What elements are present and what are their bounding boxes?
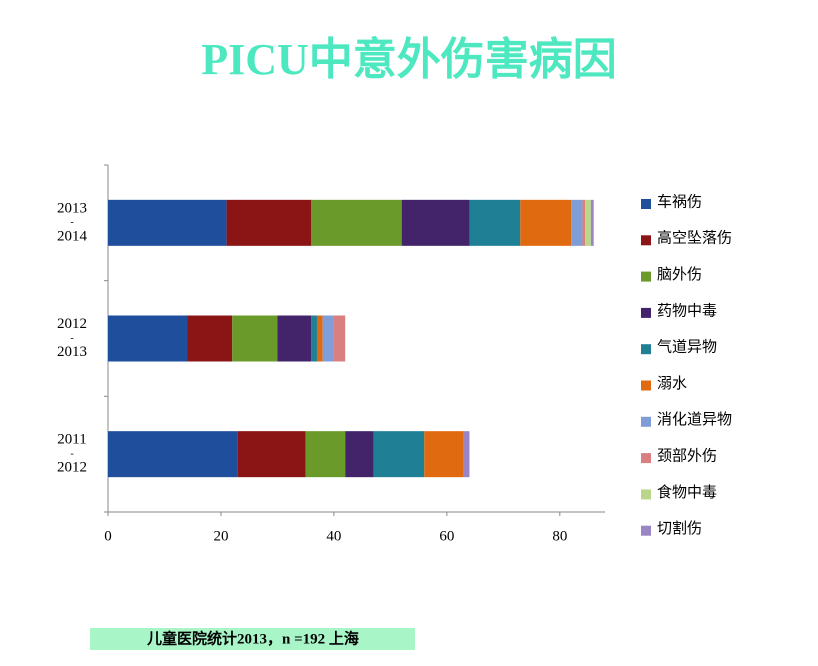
bar-segment bbox=[316, 315, 323, 362]
bar-segment bbox=[345, 431, 374, 478]
bar-segment bbox=[469, 199, 521, 246]
bar-segment bbox=[582, 199, 586, 246]
y-tick-label: 2012 bbox=[57, 460, 87, 476]
legend-label: 脑外伤 bbox=[657, 266, 702, 283]
bar-segment bbox=[226, 199, 312, 246]
legend-swatch bbox=[641, 525, 651, 536]
legend-label: 高空坠落伤 bbox=[657, 230, 732, 247]
y-tick-label: 2012 bbox=[57, 316, 87, 332]
bar-segment bbox=[590, 199, 594, 246]
y-tick-label: 2013 bbox=[57, 344, 87, 360]
legend-swatch bbox=[641, 235, 651, 246]
legend-swatch bbox=[641, 489, 651, 500]
bar-segment bbox=[333, 315, 346, 362]
bar-segment bbox=[187, 315, 233, 362]
bar-segment bbox=[373, 431, 425, 478]
legend-swatch bbox=[641, 344, 651, 355]
legend-label: 溺水 bbox=[657, 375, 687, 392]
bar-segment bbox=[311, 199, 402, 246]
bar-segment bbox=[232, 315, 278, 362]
bar-segment bbox=[108, 199, 227, 246]
bar-segment bbox=[520, 199, 572, 246]
bar-segment bbox=[305, 431, 346, 478]
bar-segment bbox=[237, 431, 306, 478]
legend-swatch bbox=[641, 307, 651, 318]
legend-swatch bbox=[641, 416, 651, 427]
legend-swatch bbox=[641, 271, 651, 282]
legend-label: 车祸伤 bbox=[657, 193, 702, 210]
bar-segment bbox=[401, 199, 470, 246]
x-tick-label: 20 bbox=[213, 528, 228, 544]
bar-segment bbox=[108, 431, 238, 478]
legend-label: 气道异物 bbox=[657, 339, 717, 356]
x-tick-label: 60 bbox=[439, 528, 454, 544]
bar-segment bbox=[277, 315, 312, 362]
legend-swatch bbox=[641, 380, 651, 391]
y-tick-label: 2013 bbox=[57, 200, 87, 216]
y-tick-label: - bbox=[70, 448, 73, 459]
y-tick-label: - bbox=[70, 333, 73, 344]
bar-segment bbox=[108, 315, 188, 362]
legend-label: 食物中毒 bbox=[657, 484, 717, 501]
legend-label: 药物中毒 bbox=[657, 302, 717, 319]
bar-segment bbox=[571, 199, 583, 246]
bar-segment bbox=[311, 315, 317, 362]
y-tick-label: 2014 bbox=[57, 228, 88, 244]
bar-segment bbox=[322, 315, 334, 362]
legend-swatch bbox=[641, 199, 651, 209]
bar-segment bbox=[424, 431, 464, 478]
legend-label: 颈部外伤 bbox=[657, 448, 717, 465]
bar-segment bbox=[585, 199, 591, 246]
x-tick-label: 0 bbox=[104, 528, 112, 544]
legend-swatch bbox=[641, 453, 651, 464]
x-tick-label: 80 bbox=[552, 528, 567, 544]
x-tick-label: 40 bbox=[326, 528, 341, 544]
bar-segment bbox=[463, 431, 470, 478]
footnote-box bbox=[90, 628, 415, 650]
y-tick-label: 2011 bbox=[57, 432, 86, 448]
legend-label: 消化道异物 bbox=[657, 411, 732, 428]
legend-label: 切割伤 bbox=[657, 520, 702, 537]
chart-title: PICU中意外伤害病因 bbox=[201, 35, 617, 84]
footnote: 儿童医院统计2013，n =192 上海 bbox=[146, 629, 359, 647]
y-tick-label: - bbox=[70, 217, 73, 228]
